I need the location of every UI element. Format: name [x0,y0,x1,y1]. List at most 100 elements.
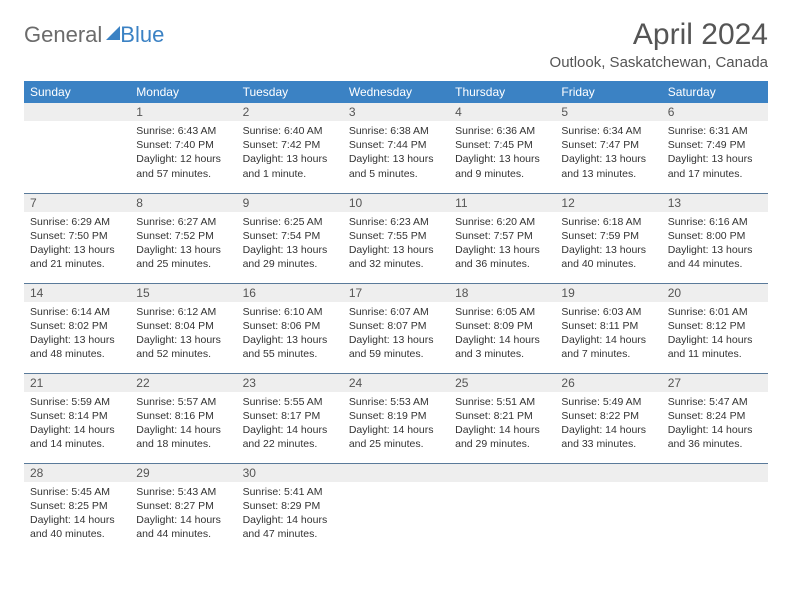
calendar-day-cell: 14Sunrise: 6:14 AMSunset: 8:02 PMDayligh… [24,283,130,373]
sunrise-text: Sunrise: 5:55 AM [243,395,337,409]
day-number [662,464,768,482]
location-text: Outlook, Saskatchewan, Canada [550,54,768,71]
day-details: Sunrise: 5:51 AMSunset: 8:21 PMDaylight:… [449,392,555,457]
daylight-text: Daylight: 13 hours and 13 minutes. [561,152,655,180]
sunset-text: Sunset: 8:19 PM [349,409,443,423]
daylight-text: Daylight: 13 hours and 25 minutes. [136,243,230,271]
daylight-text: Daylight: 13 hours and 44 minutes. [668,243,762,271]
sunrise-text: Sunrise: 6:23 AM [349,215,443,229]
sunset-text: Sunset: 8:07 PM [349,319,443,333]
day-details: Sunrise: 6:14 AMSunset: 8:02 PMDaylight:… [24,302,130,367]
daylight-text: Daylight: 13 hours and 29 minutes. [243,243,337,271]
calendar-day-cell: 4Sunrise: 6:36 AMSunset: 7:45 PMDaylight… [449,103,555,193]
daylight-text: Daylight: 14 hours and 47 minutes. [243,513,337,541]
day-number: 9 [237,194,343,212]
daylight-text: Daylight: 13 hours and 9 minutes. [455,152,549,180]
sunrise-text: Sunrise: 6:12 AM [136,305,230,319]
sunset-text: Sunset: 7:50 PM [30,229,124,243]
calendar-week-row: 7Sunrise: 6:29 AMSunset: 7:50 PMDaylight… [24,193,768,283]
sunset-text: Sunset: 8:14 PM [30,409,124,423]
calendar-day-cell [662,463,768,553]
day-details: Sunrise: 6:03 AMSunset: 8:11 PMDaylight:… [555,302,661,367]
sunset-text: Sunset: 8:21 PM [455,409,549,423]
sunset-text: Sunset: 7:57 PM [455,229,549,243]
daylight-text: Daylight: 13 hours and 21 minutes. [30,243,124,271]
day-details: Sunrise: 5:57 AMSunset: 8:16 PMDaylight:… [130,392,236,457]
sunrise-text: Sunrise: 6:40 AM [243,124,337,138]
calendar-day-cell [449,463,555,553]
day-details: Sunrise: 6:16 AMSunset: 8:00 PMDaylight:… [662,212,768,277]
sunset-text: Sunset: 8:29 PM [243,499,337,513]
sunset-text: Sunset: 7:55 PM [349,229,443,243]
day-number: 25 [449,374,555,392]
sunrise-text: Sunrise: 5:59 AM [30,395,124,409]
day-number [555,464,661,482]
day-number: 4 [449,103,555,121]
daylight-text: Daylight: 13 hours and 59 minutes. [349,333,443,361]
calendar-day-cell [555,463,661,553]
calendar-day-cell: 8Sunrise: 6:27 AMSunset: 7:52 PMDaylight… [130,193,236,283]
calendar-day-cell: 26Sunrise: 5:49 AMSunset: 8:22 PMDayligh… [555,373,661,463]
sunrise-text: Sunrise: 5:45 AM [30,485,124,499]
sunset-text: Sunset: 8:16 PM [136,409,230,423]
daylight-text: Daylight: 13 hours and 55 minutes. [243,333,337,361]
sunset-text: Sunset: 8:24 PM [668,409,762,423]
sunrise-text: Sunrise: 6:25 AM [243,215,337,229]
calendar-day-cell: 18Sunrise: 6:05 AMSunset: 8:09 PMDayligh… [449,283,555,373]
sunset-text: Sunset: 8:22 PM [561,409,655,423]
month-title: April 2024 [550,18,768,52]
sunrise-text: Sunrise: 5:53 AM [349,395,443,409]
calendar-day-cell: 27Sunrise: 5:47 AMSunset: 8:24 PMDayligh… [662,373,768,463]
day-number: 6 [662,103,768,121]
calendar-day-cell: 21Sunrise: 5:59 AMSunset: 8:14 PMDayligh… [24,373,130,463]
sunrise-text: Sunrise: 6:36 AM [455,124,549,138]
sunrise-text: Sunrise: 6:38 AM [349,124,443,138]
sunrise-text: Sunrise: 6:31 AM [668,124,762,138]
day-details: Sunrise: 5:59 AMSunset: 8:14 PMDaylight:… [24,392,130,457]
dow-saturday: Saturday [662,81,768,103]
sunset-text: Sunset: 8:09 PM [455,319,549,333]
sunrise-text: Sunrise: 6:34 AM [561,124,655,138]
day-details: Sunrise: 6:29 AMSunset: 7:50 PMDaylight:… [24,212,130,277]
day-number [343,464,449,482]
day-details: Sunrise: 6:27 AMSunset: 7:52 PMDaylight:… [130,212,236,277]
sunrise-text: Sunrise: 5:47 AM [668,395,762,409]
sunrise-text: Sunrise: 6:05 AM [455,305,549,319]
sunrise-text: Sunrise: 5:49 AM [561,395,655,409]
day-details: Sunrise: 5:43 AMSunset: 8:27 PMDaylight:… [130,482,236,547]
calendar-day-cell: 23Sunrise: 5:55 AMSunset: 8:17 PMDayligh… [237,373,343,463]
daylight-text: Daylight: 14 hours and 14 minutes. [30,423,124,451]
daylight-text: Daylight: 13 hours and 5 minutes. [349,152,443,180]
daylight-text: Daylight: 14 hours and 22 minutes. [243,423,337,451]
day-details: Sunrise: 5:41 AMSunset: 8:29 PMDaylight:… [237,482,343,547]
sunset-text: Sunset: 7:54 PM [243,229,337,243]
calendar-day-cell: 1Sunrise: 6:43 AMSunset: 7:40 PMDaylight… [130,103,236,193]
day-details: Sunrise: 6:38 AMSunset: 7:44 PMDaylight:… [343,121,449,186]
sunrise-text: Sunrise: 6:43 AM [136,124,230,138]
daylight-text: Daylight: 13 hours and 1 minute. [243,152,337,180]
sunset-text: Sunset: 7:49 PM [668,138,762,152]
day-details: Sunrise: 5:55 AMSunset: 8:17 PMDaylight:… [237,392,343,457]
dow-tuesday: Tuesday [237,81,343,103]
calendar-day-cell: 22Sunrise: 5:57 AMSunset: 8:16 PMDayligh… [130,373,236,463]
day-details: Sunrise: 6:07 AMSunset: 8:07 PMDaylight:… [343,302,449,367]
day-details: Sunrise: 6:18 AMSunset: 7:59 PMDaylight:… [555,212,661,277]
calendar-day-cell [343,463,449,553]
daylight-text: Daylight: 13 hours and 17 minutes. [668,152,762,180]
calendar-week-row: 28Sunrise: 5:45 AMSunset: 8:25 PMDayligh… [24,463,768,553]
daylight-text: Daylight: 14 hours and 3 minutes. [455,333,549,361]
calendar-day-cell: 12Sunrise: 6:18 AMSunset: 7:59 PMDayligh… [555,193,661,283]
calendar-day-cell: 13Sunrise: 6:16 AMSunset: 8:00 PMDayligh… [662,193,768,283]
calendar-day-cell: 3Sunrise: 6:38 AMSunset: 7:44 PMDaylight… [343,103,449,193]
calendar-day-cell: 24Sunrise: 5:53 AMSunset: 8:19 PMDayligh… [343,373,449,463]
day-number [449,464,555,482]
day-details: Sunrise: 6:23 AMSunset: 7:55 PMDaylight:… [343,212,449,277]
sunset-text: Sunset: 8:00 PM [668,229,762,243]
day-number: 16 [237,284,343,302]
sunrise-text: Sunrise: 6:16 AM [668,215,762,229]
sunrise-text: Sunrise: 5:41 AM [243,485,337,499]
calendar-day-cell: 20Sunrise: 6:01 AMSunset: 8:12 PMDayligh… [662,283,768,373]
brand-word-2: Blue [120,22,164,48]
page-header: General Blue April 2024 Outlook, Saskatc… [24,18,768,71]
day-details: Sunrise: 6:05 AMSunset: 8:09 PMDaylight:… [449,302,555,367]
